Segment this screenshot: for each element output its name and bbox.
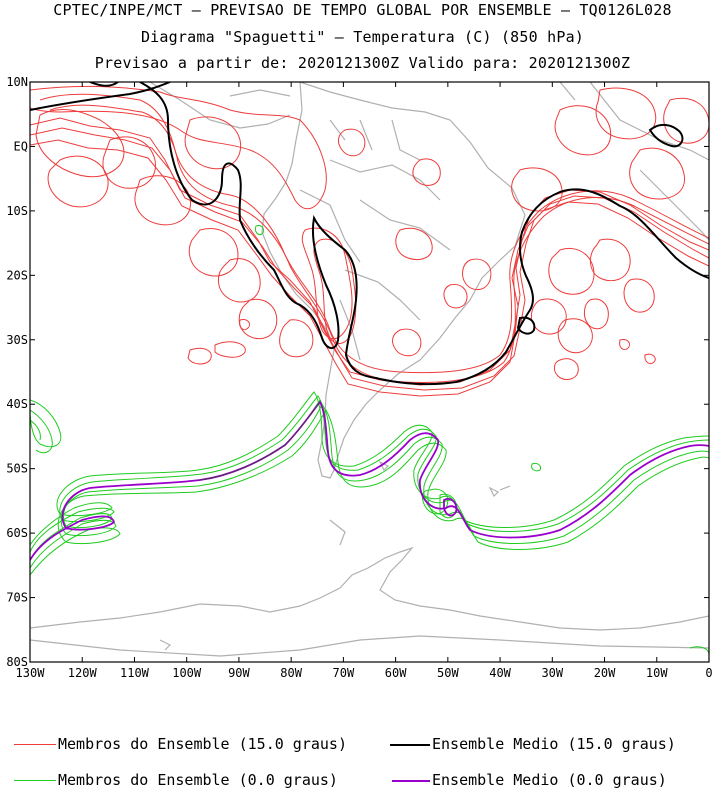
lon-label: 20W [594, 666, 616, 680]
legend-swatch-members-15 [14, 744, 56, 745]
lat-label: 70S [6, 591, 28, 605]
lon-label: 0 [705, 666, 712, 680]
lat-label: EQ [14, 139, 28, 153]
lat-label: 40S [6, 397, 28, 411]
map-plot-area [30, 82, 709, 662]
south-america-coastline [261, 82, 526, 479]
lon-label: 90W [228, 666, 250, 680]
lat-label: 20S [6, 268, 28, 282]
antarctic-coastline [30, 546, 709, 631]
lon-label: 130W [16, 666, 46, 680]
lat-label: 10S [6, 204, 28, 218]
lat-axis: 10N EQ 10S 20S 30S 40S 50S 60S 70S 80S [6, 75, 28, 669]
lat-label: 50S [6, 462, 28, 476]
map-frame [29, 81, 710, 663]
lon-label: 80W [280, 666, 302, 680]
lat-label: 30S [6, 333, 28, 347]
chart-title-line-1: CPTEC/INPE/MCT — PREVISAO DE TEMPO GLOBA… [53, 1, 672, 19]
members-15c-contours [30, 85, 709, 397]
lon-label: 70W [333, 666, 355, 680]
mean-0c-contour [30, 400, 709, 561]
lon-label: 10W [646, 666, 668, 680]
lon-label: 50W [437, 666, 459, 680]
axis-ticks [29, 81, 710, 663]
lon-label: 100W [172, 666, 202, 680]
mean-15c-contour-north [30, 82, 171, 111]
legend-label-members-15: Membros do Ensemble (15.0 graus) [58, 735, 347, 753]
lat-label: 80S [6, 655, 28, 669]
legend-label-members-0: Membros do Ensemble (0.0 graus) [58, 771, 338, 789]
lat-label: 60S [6, 526, 28, 540]
legend-swatch-mean-15 [390, 744, 430, 746]
lon-axis: 130W 120W 110W 100W 90W 80W 70W 60W 50W 40W 30W 20W… [16, 666, 713, 680]
lat-label: 10N [6, 75, 28, 89]
lon-label: 30W [541, 666, 563, 680]
legend-label-mean-15: Ensemble Medio (15.0 graus) [432, 735, 676, 753]
chart-title-line-3: Previsao a partir de: 2020121300Z Valido… [94, 54, 631, 72]
lon-label: 120W [68, 666, 98, 680]
chart-title-line-2: Diagrama "Spaguetti" — Temperatura (C) (… [140, 28, 585, 46]
legend-label-mean-0: Ensemble Medio (0.0 graus) [432, 771, 667, 789]
legend-swatch-members-0 [14, 780, 56, 781]
lon-label: 60W [385, 666, 407, 680]
lon-label: 110W [120, 666, 150, 680]
mean-15c-contour [139, 82, 709, 386]
legend-swatch-mean-0 [392, 780, 430, 782]
lon-label: 40W [489, 666, 511, 680]
